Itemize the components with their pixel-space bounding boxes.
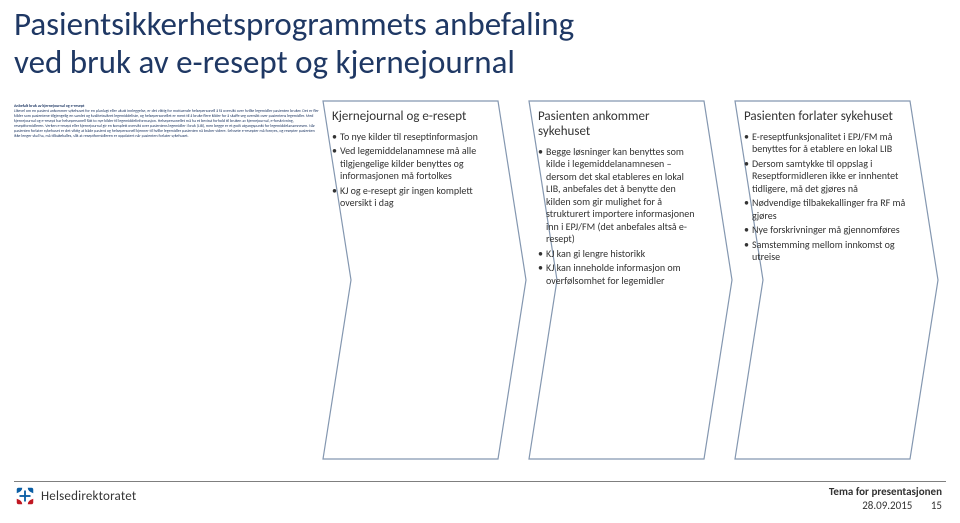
left-small-text-block: Anbefalt bruk av kjernejournal og e-rese…: [14, 104, 319, 139]
footer-theme: Tema for presentasjonen: [829, 485, 942, 499]
list-item: Samstemming mellom innkomst og utreise: [744, 239, 906, 264]
chevron-1-heading: Kjernejournal og e-resept: [332, 110, 494, 125]
chevron-2: Pasienten ankommer sykehuset Begge løsni…: [528, 100, 734, 460]
list-item: KJ kan gi lengre historikk: [538, 248, 700, 261]
list-item: To nye kilder til reseptinformasjon: [332, 131, 494, 144]
footer-logo: Helsedirektoratet: [14, 485, 136, 507]
slide-title: Pasientsikkerhetsprogrammets anbefaling …: [14, 6, 574, 82]
list-item: Ved legemiddelanamnese må alle tilgjenge…: [332, 145, 494, 183]
helsedirektoratet-icon: [14, 485, 36, 507]
footer-page-number: 15: [931, 499, 942, 513]
title-line-1: Pasientsikkerhetsprogrammets anbefaling: [14, 4, 574, 44]
footer-date: 28.09.2015: [862, 499, 912, 512]
list-item: KJ kan inneholde informasjon om overføls…: [538, 262, 700, 287]
chevron-3: Pasienten forlater sykehuset E-reseptfun…: [734, 100, 940, 460]
chevron-1: Kjernejournal og e-resept To nye kilder …: [322, 100, 528, 460]
chevron-3-list: E-reseptfunksjonalitet i EPJ/FM må benyt…: [744, 131, 906, 264]
list-item: Begge løsninger kan benyttes som kilde i…: [538, 146, 700, 246]
list-item: Dersom samtykke til oppslag i Reseptform…: [744, 158, 906, 196]
list-item: E-reseptfunksjonalitet i EPJ/FM må benyt…: [744, 131, 906, 156]
chevron-row: Kjernejournal og e-resept To nye kilder …: [322, 100, 942, 460]
title-line-2: ved bruk av e-resept og kjernejournal: [14, 42, 515, 82]
chevron-2-list: Begge løsninger kan benyttes som kilde i…: [538, 146, 700, 288]
list-item: Nye forskrivninger må gjennomføres: [744, 224, 906, 237]
list-item: KJ og e-resept gir ingen komplett oversi…: [332, 185, 494, 210]
chevron-3-heading: Pasienten forlater sykehuset: [744, 110, 906, 125]
footer-bar: Helsedirektoratet Tema for presentasjone…: [14, 481, 946, 517]
tiny-body: Likevel om en pasient ankommer sykehuset…: [14, 109, 319, 139]
chevron-2-heading: Pasienten ankommer sykehuset: [538, 110, 700, 140]
footer-right: Tema for presentasjonen 28.09.2015 15: [829, 485, 946, 513]
footer-logo-text: Helsedirektoratet: [41, 489, 136, 504]
chevron-1-list: To nye kilder til reseptinformasjon Ved …: [332, 131, 494, 210]
list-item: Nødvendige tilbakekallinger fra RF må gj…: [744, 197, 906, 222]
